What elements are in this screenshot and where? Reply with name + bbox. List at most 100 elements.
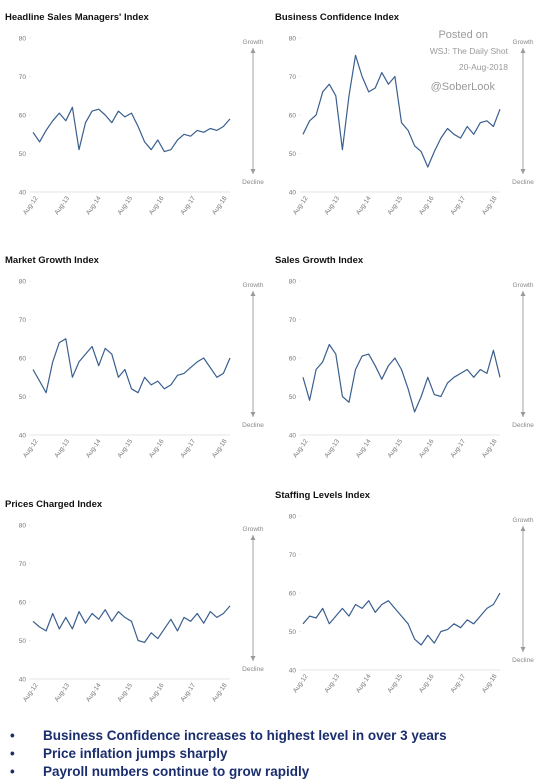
growth-label: Growth: [513, 282, 534, 289]
x-tick-label: Aug-17: [179, 195, 197, 216]
y-tick-label: 40: [19, 432, 27, 439]
x-tick-label: Aug-14: [355, 195, 373, 216]
x-tick-label: Aug-12: [22, 195, 40, 216]
x-tick-label: Aug-16: [418, 438, 436, 459]
x-tick-label: Aug-13: [53, 438, 71, 459]
x-tick-label: Aug-18: [211, 438, 229, 459]
arrow-up-icon: [520, 48, 526, 53]
x-tick-label: Aug-15: [386, 673, 404, 694]
y-tick-label: 50: [289, 394, 297, 401]
y-tick-label: 70: [19, 317, 27, 324]
x-tick-label: Aug-17: [449, 673, 467, 694]
arrow-down-icon: [520, 412, 526, 417]
x-tick-label: Aug-16: [418, 673, 436, 694]
y-tick-label: 60: [19, 355, 27, 362]
chart-title: Business Confidence Index: [275, 12, 400, 23]
series-line: [302, 54, 501, 168]
watermark-handle: @SoberLook: [430, 81, 495, 93]
chart-title: Staffing Levels Index: [275, 490, 371, 501]
y-tick-label: 50: [19, 394, 27, 401]
x-tick-label: Aug-13: [53, 195, 71, 216]
chart-title: Prices Charged Index: [5, 499, 103, 510]
x-tick-label: Aug-12: [22, 438, 40, 459]
y-tick-label: 40: [19, 189, 27, 196]
arrow-down-icon: [520, 647, 526, 652]
series-line: [32, 106, 231, 153]
growth-label: Growth: [243, 282, 264, 289]
y-tick-label: 40: [289, 189, 297, 196]
y-tick-label: 50: [289, 151, 297, 158]
series-line: [302, 592, 501, 646]
x-tick-label: Aug-14: [85, 682, 103, 703]
x-tick-label: Aug-18: [481, 673, 499, 694]
y-tick-label: 60: [289, 590, 297, 597]
x-tick-label: Aug-15: [386, 438, 404, 459]
decline-label: Decline: [242, 179, 264, 186]
y-tick-label: 80: [289, 35, 297, 42]
x-tick-label: Aug-17: [179, 438, 197, 459]
chart-prices-charged: 40 50 60 70 80 Aug-12 Aug-13 Aug-14 Aug-15 Aug-16…: [19, 522, 264, 703]
watermark-posted: Posted on: [438, 29, 488, 41]
x-tick-label: Aug-15: [386, 195, 404, 216]
x-tick-label: Aug-14: [355, 438, 373, 459]
chart-title: Sales Growth Index: [275, 255, 364, 266]
arrow-up-icon: [250, 48, 256, 53]
x-tick-label: Aug-14: [85, 195, 103, 216]
y-tick-label: 70: [19, 74, 27, 81]
summary-bullets: Business Confidence increases to highest…: [10, 727, 447, 781]
x-tick-label: Aug-14: [355, 673, 373, 694]
arrow-up-icon: [250, 291, 256, 296]
y-tick-label: 60: [289, 112, 297, 119]
growth-label: Growth: [513, 39, 534, 46]
arrow-down-icon: [520, 169, 526, 174]
x-tick-label: Aug-12: [22, 682, 40, 703]
y-tick-label: 40: [19, 676, 27, 683]
chart-business-confidence: 40 50 60 70 80 Aug-12 Aug-13 Aug-14 Aug-15 Aug-16…: [289, 35, 534, 216]
arrow-down-icon: [250, 412, 256, 417]
decline-label: Decline: [512, 179, 534, 186]
growth-label: Growth: [243, 39, 264, 46]
y-tick-label: 80: [19, 35, 27, 42]
x-tick-label: Aug-17: [449, 438, 467, 459]
arrow-down-icon: [250, 169, 256, 174]
bullet-item: Business Confidence increases to highest…: [10, 727, 447, 745]
x-tick-label: Aug-13: [323, 195, 341, 216]
series-line: [32, 338, 231, 394]
y-tick-label: 50: [19, 638, 27, 645]
chart-staffing-levels: 40 50 60 70 80 Aug-12 Aug-13 Aug-14 Aug-15 Aug-16…: [289, 513, 534, 694]
chart-headline-sales-managers: 40 50 60 70 80 Aug-12 Aug-13 Aug-14 Aug-15 Aug-16…: [19, 35, 264, 216]
arrow-up-icon: [520, 526, 526, 531]
y-tick-label: 80: [289, 278, 297, 285]
x-tick-label: Aug-16: [418, 195, 436, 216]
x-tick-label: Aug-16: [148, 438, 166, 459]
x-tick-label: Aug-15: [116, 438, 134, 459]
y-tick-label: 60: [289, 355, 297, 362]
growth-label: Growth: [513, 517, 534, 524]
bullet-item: Payroll numbers continue to grow rapidly: [10, 763, 447, 781]
x-tick-label: Aug-18: [481, 195, 499, 216]
arrow-up-icon: [520, 291, 526, 296]
y-tick-label: 80: [19, 522, 27, 529]
x-tick-label: Aug-13: [323, 673, 341, 694]
watermark-source: WSJ: The Daily Shot: [429, 46, 508, 56]
series-line: [302, 343, 501, 413]
x-tick-label: Aug-13: [53, 682, 71, 703]
y-tick-label: 80: [19, 278, 27, 285]
series-line: [32, 605, 231, 643]
x-tick-label: Aug-18: [211, 195, 229, 216]
arrow-down-icon: [250, 656, 256, 661]
y-tick-label: 40: [289, 667, 297, 674]
arrow-up-icon: [250, 535, 256, 540]
x-tick-label: Aug-12: [292, 438, 310, 459]
y-tick-label: 70: [289, 317, 297, 324]
y-tick-label: 70: [289, 74, 297, 81]
x-tick-label: Aug-16: [148, 195, 166, 216]
x-tick-label: Aug-12: [292, 195, 310, 216]
y-tick-label: 70: [289, 552, 297, 559]
x-tick-label: Aug-15: [116, 195, 134, 216]
y-tick-label: 60: [19, 599, 27, 606]
x-tick-label: Aug-16: [148, 682, 166, 703]
chart-title: Headline Sales Managers' Index: [5, 12, 149, 23]
y-tick-label: 50: [19, 151, 27, 158]
chart-sales-growth: 40 50 60 70 80 Aug-12 Aug-13 Aug-14 Aug-15 Aug-16…: [289, 278, 534, 459]
